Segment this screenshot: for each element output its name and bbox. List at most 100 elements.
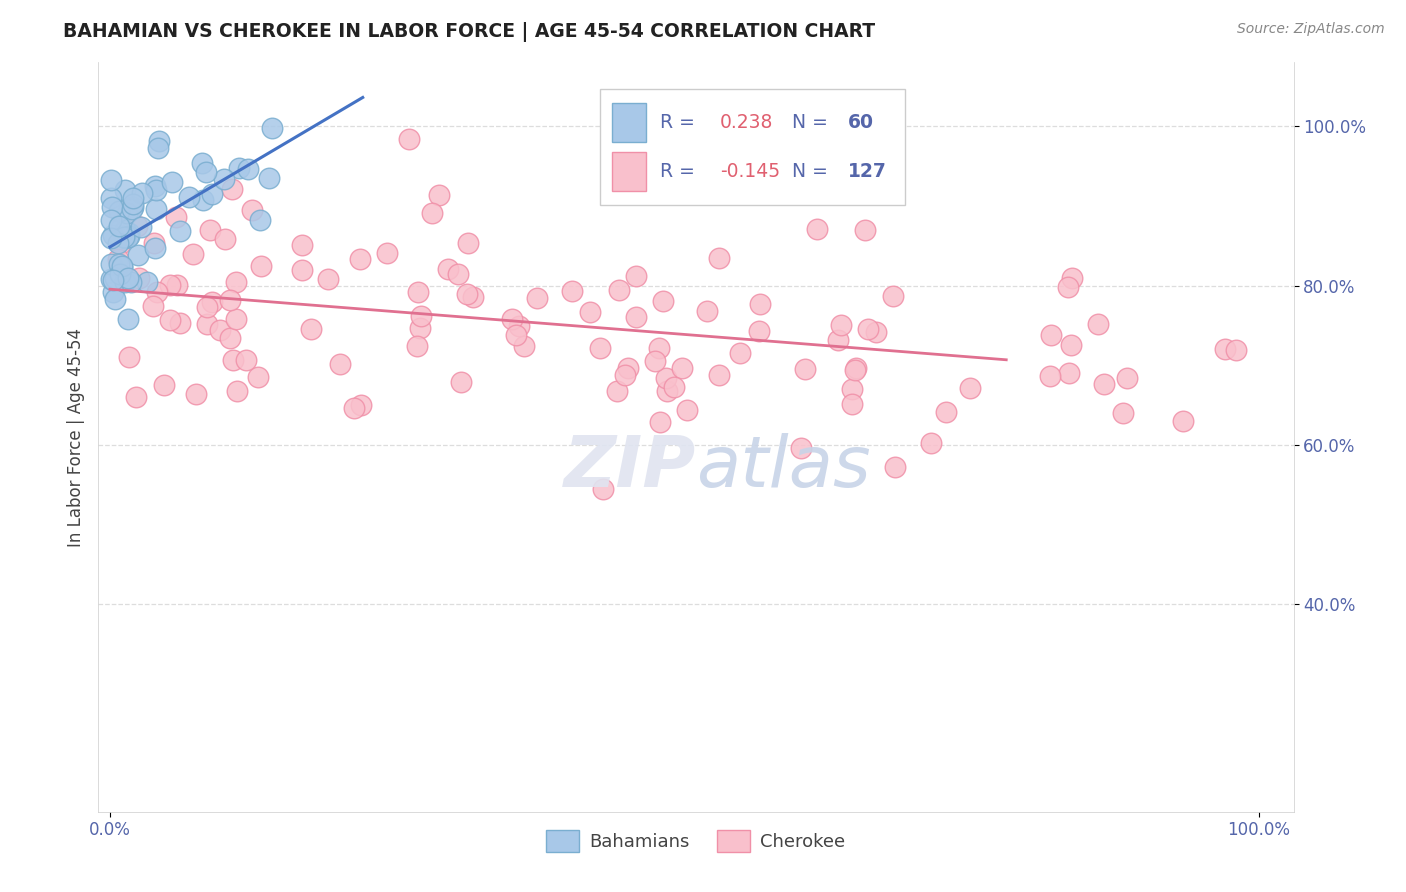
Point	[398, 132, 420, 146]
Text: -0.145: -0.145	[720, 161, 780, 180]
Point	[856, 322, 879, 336]
Point	[920, 436, 942, 450]
Point	[107, 235, 129, 250]
Point	[110, 219, 132, 234]
Point	[655, 371, 678, 385]
Point	[103, 273, 125, 287]
Point	[125, 391, 148, 405]
Bar	[613, 152, 645, 191]
Point	[505, 327, 527, 342]
Point	[225, 275, 247, 289]
Point	[1225, 343, 1247, 357]
Point	[228, 161, 250, 176]
Point	[589, 342, 612, 356]
Point	[749, 297, 772, 311]
Point	[240, 203, 263, 218]
Point	[101, 200, 124, 214]
Point	[114, 275, 136, 289]
Point	[827, 333, 849, 347]
Point	[221, 182, 243, 196]
Point	[617, 360, 640, 375]
Point	[728, 346, 751, 360]
Point	[159, 313, 181, 327]
Point	[725, 178, 748, 193]
Point	[214, 232, 236, 246]
Point	[121, 202, 143, 217]
Point	[101, 285, 124, 299]
Point	[101, 227, 124, 242]
Point	[409, 309, 432, 323]
Text: N =: N =	[792, 161, 834, 180]
Point	[1092, 376, 1115, 391]
Text: atlas: atlas	[696, 433, 870, 501]
Point	[160, 175, 183, 189]
Point	[100, 257, 122, 271]
Point	[225, 311, 247, 326]
Point	[169, 224, 191, 238]
Point	[121, 200, 143, 214]
Point	[145, 183, 167, 197]
Point	[195, 301, 218, 315]
Point	[107, 252, 129, 266]
Point	[200, 223, 222, 237]
Point	[153, 378, 176, 392]
Text: 0.238: 0.238	[720, 113, 773, 132]
Point	[513, 339, 536, 353]
Point	[884, 460, 907, 475]
Point	[624, 310, 647, 325]
Point	[143, 241, 166, 255]
Point	[100, 231, 122, 245]
Point	[118, 227, 141, 241]
Text: BAHAMIAN VS CHEROKEE IN LABOR FORCE | AGE 45-54 CORRELATION CHART: BAHAMIAN VS CHEROKEE IN LABOR FORCE | AG…	[63, 22, 876, 42]
Point	[110, 267, 132, 281]
Point	[651, 294, 673, 309]
Point	[1039, 368, 1062, 383]
Point	[447, 268, 470, 282]
Point	[882, 288, 904, 302]
Point	[108, 257, 131, 271]
Point	[624, 269, 647, 284]
Point	[212, 172, 235, 186]
Point	[707, 368, 730, 382]
Point	[114, 183, 136, 197]
Text: Source: ZipAtlas.com: Source: ZipAtlas.com	[1237, 22, 1385, 37]
Point	[935, 405, 957, 419]
Point	[201, 186, 224, 201]
Point	[349, 398, 371, 412]
Point	[748, 324, 770, 338]
Legend: Bahamians, Cherokee: Bahamians, Cherokee	[538, 822, 853, 859]
Point	[349, 252, 371, 267]
Point	[100, 271, 122, 285]
Point	[249, 259, 271, 273]
Point	[104, 270, 127, 285]
Point	[121, 276, 143, 290]
Point	[146, 285, 169, 299]
Point	[844, 362, 866, 376]
Point	[104, 271, 127, 285]
Point	[853, 222, 876, 236]
Point	[662, 379, 685, 393]
Point	[208, 323, 231, 337]
Point	[329, 357, 352, 371]
Point	[607, 283, 630, 297]
Point	[117, 350, 139, 364]
Point	[117, 312, 139, 326]
Point	[841, 397, 863, 411]
Point	[197, 318, 219, 332]
Point	[647, 341, 669, 355]
Point	[143, 235, 166, 250]
FancyBboxPatch shape	[600, 88, 905, 205]
Point	[222, 353, 245, 368]
Point	[108, 237, 131, 252]
Point	[1171, 414, 1194, 428]
Point	[1057, 280, 1080, 294]
Point	[614, 368, 637, 382]
Point	[959, 381, 981, 395]
Text: 60: 60	[848, 113, 873, 132]
Point	[420, 206, 443, 220]
Point	[131, 186, 153, 200]
Point	[226, 384, 249, 398]
Text: 127: 127	[848, 161, 887, 180]
Point	[456, 286, 478, 301]
Point	[179, 190, 201, 204]
